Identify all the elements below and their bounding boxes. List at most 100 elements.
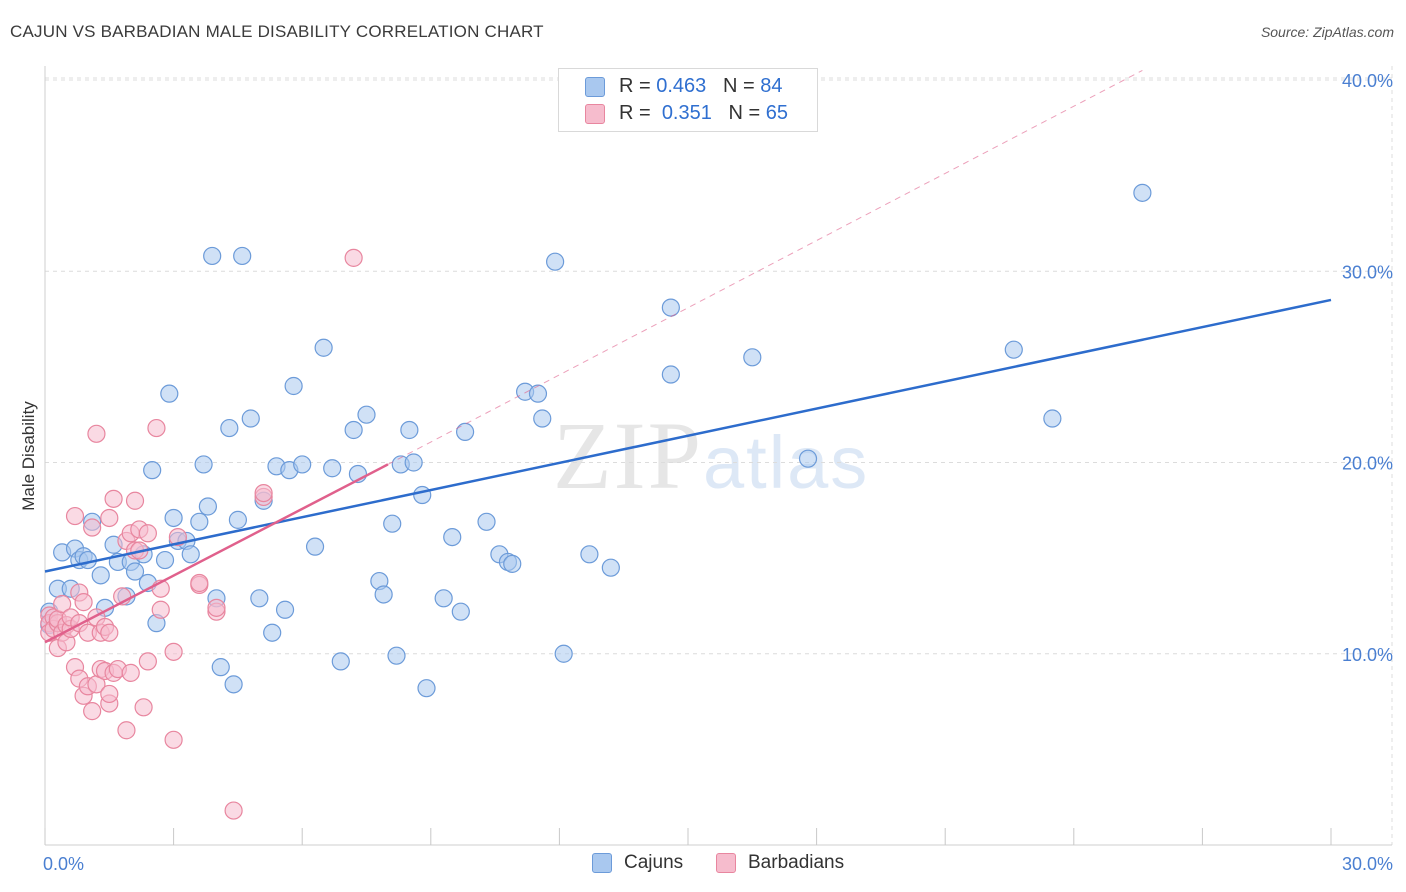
barbadians-point	[254, 484, 273, 503]
cajuns-point	[546, 252, 565, 271]
barbadians-point	[104, 489, 123, 508]
cajuns-point	[1004, 340, 1023, 359]
cajuns-point	[241, 409, 260, 428]
barbadians-point	[138, 524, 157, 543]
barbadians-point	[83, 518, 102, 537]
y-axis-label: Male Disability	[19, 401, 38, 511]
cajuns-point	[455, 422, 475, 441]
axes	[44, 66, 1392, 846]
barbadians-point	[164, 730, 183, 749]
barbadians-point	[100, 623, 119, 642]
barbadians-point	[224, 801, 243, 820]
barbadians-point	[125, 491, 145, 510]
cajuns-r-value: 0.463	[656, 75, 707, 97]
n-label: N =	[728, 102, 761, 124]
watermark-zip: ZIP	[553, 402, 703, 509]
cajuns-point	[387, 646, 406, 665]
cajuns-point	[443, 527, 462, 547]
correlation-legend: R = 0.463 N = 84 R = 0.351 N = 65	[558, 68, 818, 132]
barbadians-point	[121, 663, 140, 682]
cajuns-point	[1133, 183, 1152, 202]
cajuns-point	[181, 545, 200, 564]
barbadians-point	[134, 698, 153, 717]
barbadians-point	[207, 598, 226, 617]
barbadians-point	[151, 600, 170, 619]
barbadians-point	[117, 721, 136, 740]
cajuns-point	[155, 550, 175, 570]
cajuns-trend-line	[44, 298, 1332, 573]
cajuns-point	[503, 554, 522, 573]
cajuns-point	[284, 376, 303, 396]
cajuns-point	[743, 348, 762, 367]
cajuns-point	[344, 420, 363, 440]
cajuns-n-value: 84	[760, 75, 783, 97]
cajuns-point	[263, 623, 282, 642]
y-tick-label: 30.0%	[1342, 262, 1393, 282]
cajuns-point	[91, 566, 110, 585]
cajuns-point	[233, 246, 252, 266]
trend-lines	[44, 69, 1332, 644]
cajuns-point	[125, 562, 145, 581]
cajuns-point	[798, 449, 818, 468]
cajuns-point	[314, 338, 333, 357]
x-tick-label: 30.0%	[1342, 854, 1393, 874]
gridlines	[45, 66, 1393, 845]
cajuns-point	[293, 455, 312, 474]
barbadians-legend-icon	[716, 853, 736, 873]
cajuns-legend-icon	[592, 853, 612, 873]
barbadians-point	[74, 593, 93, 612]
cajuns-point	[383, 514, 402, 533]
cajuns-point	[417, 679, 436, 698]
barbadians-r-value: 0.351	[661, 102, 712, 124]
x-tick-marks	[44, 828, 1332, 845]
cajuns-point	[143, 461, 162, 480]
barbadians-swatch-icon	[585, 104, 605, 124]
cajuns-point	[323, 459, 342, 478]
cajuns-point	[374, 585, 393, 604]
cajuns-point	[250, 589, 269, 608]
cajuns-point	[661, 365, 680, 384]
barbadians-point	[344, 248, 363, 267]
cajuns-point	[528, 384, 548, 403]
cajuns-point	[164, 508, 183, 528]
cajuns-point	[203, 246, 222, 266]
cajuns-point	[451, 602, 470, 621]
cajuns-point	[190, 512, 209, 531]
barbadians-point	[83, 702, 102, 721]
barbadians-points	[40, 248, 363, 820]
barbadians-point	[100, 684, 119, 704]
y-tick-label: 40.0%	[1342, 71, 1393, 91]
cajuns-point	[477, 512, 496, 531]
barbadians-legend-label: Barbadians	[748, 852, 845, 873]
barbadians-point	[100, 508, 119, 528]
cajuns-point	[580, 545, 599, 564]
cajuns-point	[1043, 409, 1062, 428]
cajuns-point	[220, 418, 239, 438]
barbadians-point	[164, 642, 183, 661]
cajuns-point	[434, 589, 453, 608]
cajuns-point	[404, 453, 423, 472]
cajuns-point	[198, 497, 217, 516]
cajuns-point	[194, 455, 213, 474]
barbadians-point	[65, 506, 85, 526]
cajuns-point	[413, 485, 432, 505]
cajuns-point	[305, 537, 325, 556]
n-label: N =	[722, 75, 755, 97]
cajuns-point	[601, 558, 620, 577]
cajuns-point	[211, 658, 230, 677]
r-label: R =	[619, 102, 651, 124]
barbadians-point	[190, 573, 209, 593]
chart-title: CAJUN VS BARBADIAN MALE DISABILITY CORRE…	[10, 22, 544, 41]
cajuns-point	[661, 298, 680, 317]
cajuns-point	[224, 675, 243, 694]
cajuns-legend-label: Cajuns	[624, 852, 684, 873]
r-label: R =	[619, 75, 651, 97]
cajuns-point	[275, 600, 295, 619]
cajuns-point	[533, 409, 552, 428]
cajuns-point	[160, 384, 179, 403]
barbadians-point	[87, 424, 106, 443]
cajuns-points	[40, 183, 1152, 698]
barbadians-trend-line	[44, 463, 389, 644]
cajuns-point	[357, 405, 376, 424]
